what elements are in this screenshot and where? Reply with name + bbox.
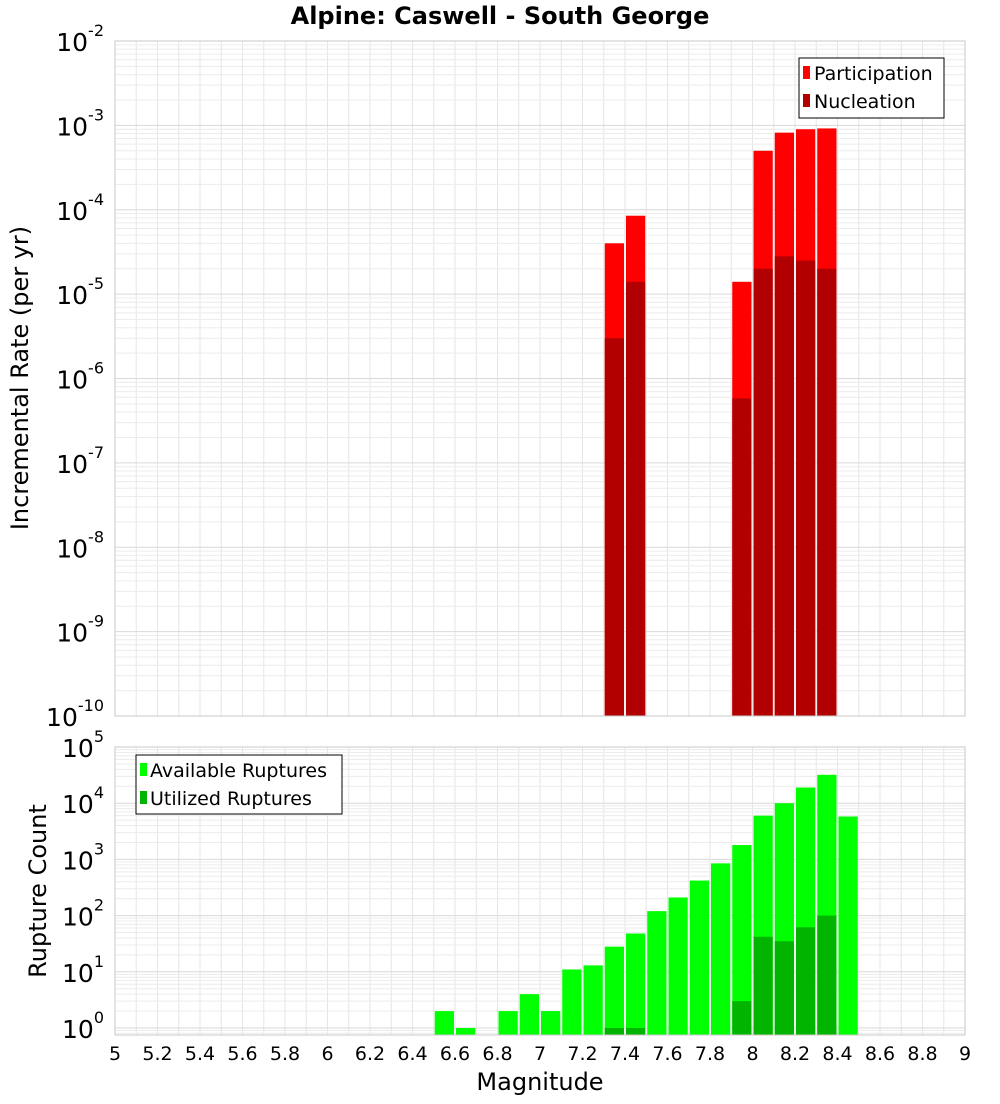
bar-nucleation [817,268,837,716]
bar-available-ruptures [668,897,688,1035]
bar-available-ruptures [519,994,539,1035]
legend-swatch-utilized [140,791,147,804]
rate-legend: Participation Nucleation [798,57,945,119]
x-tick-label: 7.8 [695,1043,725,1065]
bar-utilized-ruptures [774,941,794,1035]
count-plot-border [114,746,966,1036]
bar-nucleation [626,281,646,716]
x-tick-label: 8.4 [822,1043,852,1065]
x-tick-label: 6.4 [397,1043,427,1065]
x-tick-label: 5.8 [270,1043,300,1065]
y-tick-label: 105 [62,727,104,763]
y-tick-label: 103 [62,839,104,875]
bar-available-ruptures [626,933,646,1035]
y-tick-label: 10-4 [56,190,104,226]
bar-nucleation [732,398,752,716]
x-tick-label: 8.8 [907,1043,937,1065]
x-tick-label: 7.6 [652,1043,682,1065]
x-tick-label: 8 [746,1043,758,1065]
bar-available-ruptures [604,946,624,1035]
legend-label-participation: Participation [814,63,933,85]
x-tick-label: 6.8 [482,1043,512,1065]
bar-available-ruptures [838,816,858,1035]
y-tick-label: 10-5 [56,274,104,310]
rate-y-axis-label: Incremental Rate (per yr) [6,226,34,530]
x-tick-label: 6.6 [440,1043,470,1065]
bar-utilized-ruptures [753,936,773,1035]
x-tick-label: 8.6 [865,1043,895,1065]
bar-utilized-ruptures [626,1027,646,1035]
bar-nucleation [796,260,816,716]
bar-available-ruptures [541,1011,561,1035]
y-tick-label: 10-3 [56,105,104,141]
x-tick-label: 5 [109,1043,121,1065]
x-axis-label: Magnitude [476,1068,603,1096]
y-tick-label: 10-10 [46,696,104,732]
count-panel: 100 101 102 103 104 105 5 5.2 5.4 5.6 5.8 6 6.2 6.4 6… [24,727,971,1096]
y-tick-label: 102 [62,896,104,932]
bar-available-ruptures [732,845,752,1035]
rate-legend-box [798,57,945,119]
x-tick-label: 8.2 [780,1043,810,1065]
rate-bars [604,128,837,717]
x-tick-label: 9 [959,1043,971,1065]
y-tick-label: 10-2 [56,21,104,57]
y-tick-label: 10-7 [56,443,104,479]
legend-swatch-nucleation [803,94,810,107]
legend-label-available: Available Ruptures [150,760,327,782]
bar-available-ruptures [456,1027,476,1035]
bar-available-ruptures [562,969,582,1035]
bar-utilized-ruptures [796,927,816,1035]
rate-plot-border [114,40,966,717]
legend-swatch-available [140,763,147,776]
bar-nucleation [774,256,794,716]
legend-label-utilized: Utilized Ruptures [150,788,312,810]
bar-nucleation [604,338,624,716]
bar-utilized-ruptures [732,1001,752,1035]
x-tick-label: 5.6 [227,1043,257,1065]
legend-swatch-participation [803,66,810,79]
count-y-ticks: 100 101 102 103 104 105 [62,727,104,1044]
x-tick-label: 6.2 [355,1043,385,1065]
rate-y-ticks: 10-10 10-9 10-8 10-7 10-6 10-5 10-4 10-3 10-2 [46,21,104,732]
count-y-axis-label: Rupture Count [24,804,52,978]
count-bars [434,774,858,1035]
bar-utilized-ruptures [604,1027,624,1035]
bar-available-ruptures [647,911,667,1035]
x-tick-label: 5.2 [142,1043,172,1065]
rate-grid [114,40,966,717]
bar-available-ruptures [583,965,603,1035]
y-tick-label: 10-6 [56,359,104,395]
y-tick-label: 101 [62,952,104,988]
count-legend-box [135,754,343,815]
y-tick-label: 100 [62,1008,104,1044]
x-ticks: 5 5.2 5.4 5.6 5.8 6 6.2 6.4 6.6 6.8 7 7.2 7.4 7.6 7.8 8… [109,1043,971,1065]
rate-panel: 10-10 10-9 10-8 10-7 10-6 10-5 10-4 10-3 10-2 In… [6,21,966,732]
count-legend: Available Ruptures Utilized Ruptures [135,754,343,815]
x-tick-label: 7.4 [610,1043,640,1065]
x-tick-label: 6 [321,1043,333,1065]
x-tick-label: 7 [534,1043,546,1065]
bar-available-ruptures [498,1011,518,1035]
chart-title: Alpine: Caswell - South George [291,2,710,30]
bar-available-ruptures [434,1011,454,1035]
bar-utilized-ruptures [817,915,837,1035]
y-tick-label: 10-8 [56,527,104,563]
bar-nucleation [753,268,773,716]
bar-available-ruptures [689,880,709,1035]
x-tick-label: 7.2 [567,1043,597,1065]
legend-label-nucleation: Nucleation [814,91,916,113]
x-tick-label: 5.4 [185,1043,215,1065]
bar-available-ruptures [711,863,731,1035]
y-tick-label: 10-9 [56,612,104,648]
y-tick-label: 104 [62,783,104,819]
